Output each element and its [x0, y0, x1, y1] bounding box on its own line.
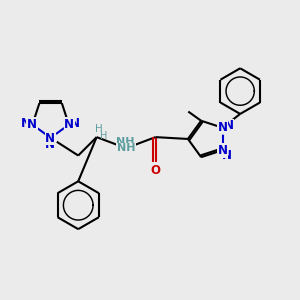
Text: H: H: [100, 131, 107, 141]
Text: H: H: [94, 124, 102, 134]
Text: NH: NH: [117, 143, 135, 153]
Text: N: N: [21, 117, 31, 130]
Text: N: N: [224, 119, 233, 132]
Text: N: N: [45, 138, 55, 151]
Text: N: N: [218, 121, 228, 134]
Text: O: O: [151, 163, 160, 176]
Text: N: N: [45, 132, 55, 145]
Text: N: N: [64, 118, 74, 131]
Text: N: N: [222, 149, 232, 162]
Text: N: N: [218, 144, 228, 157]
Text: NH: NH: [116, 136, 135, 146]
Text: N: N: [27, 118, 37, 131]
Text: O: O: [151, 164, 160, 178]
Text: N: N: [70, 117, 80, 130]
